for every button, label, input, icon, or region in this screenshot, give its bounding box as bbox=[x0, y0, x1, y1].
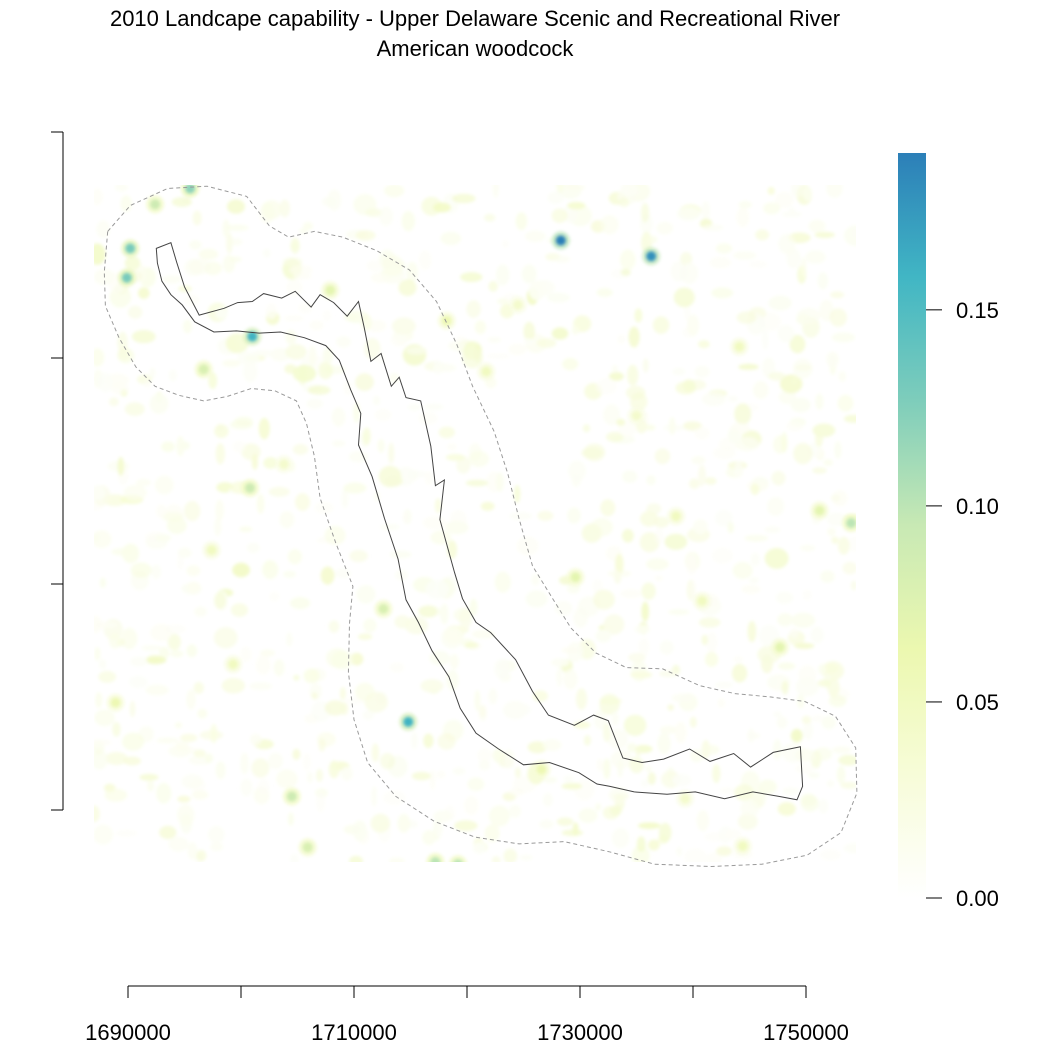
legend-tick-label: 0.00 bbox=[956, 886, 999, 911]
hotspot bbox=[202, 541, 221, 560]
hotspot bbox=[693, 591, 712, 610]
y-tick-label: 2240000 bbox=[0, 0, 79, 5]
hotspot bbox=[730, 337, 749, 356]
hotspot bbox=[426, 852, 445, 862]
y-tick-label: 2260000 bbox=[0, 0, 79, 5]
map-title: 2010 Landcape capability - Upper Delawar… bbox=[109, 6, 841, 31]
hotspot bbox=[146, 195, 165, 214]
hotspot bbox=[810, 501, 829, 520]
x-tick-label: 1730000 bbox=[537, 1020, 623, 1045]
hotspot bbox=[532, 760, 551, 779]
hotspot bbox=[121, 239, 140, 258]
x-tick-label: 1710000 bbox=[311, 1020, 397, 1045]
raster-texture bbox=[94, 185, 856, 862]
hotspot bbox=[733, 837, 752, 856]
hotspot bbox=[508, 295, 527, 314]
capability-raster bbox=[94, 185, 856, 862]
hotspot bbox=[551, 231, 570, 250]
x-tick-label: 1750000 bbox=[763, 1020, 849, 1045]
map-subtitle: American woodcock bbox=[376, 36, 574, 61]
hotspot bbox=[181, 185, 200, 198]
hotspot bbox=[282, 787, 301, 806]
hotspot bbox=[642, 247, 661, 266]
legend-tick-label: 0.05 bbox=[956, 690, 999, 715]
hotspot bbox=[566, 568, 585, 587]
legend-tick-label: 0.15 bbox=[956, 298, 999, 323]
hotspot bbox=[676, 789, 695, 808]
hotspot bbox=[437, 311, 456, 330]
y-tick-label: 2300000 bbox=[0, 0, 79, 5]
hotspot bbox=[449, 855, 467, 862]
hotspot bbox=[374, 599, 393, 618]
hotspot bbox=[117, 268, 136, 287]
y-tick-label: 2280000 bbox=[0, 0, 79, 5]
legend-colorbar bbox=[898, 153, 926, 898]
buffer-boundary bbox=[103, 185, 858, 868]
hotspot bbox=[321, 281, 340, 300]
hotspot bbox=[241, 478, 260, 497]
hotspot bbox=[399, 712, 418, 731]
hotspot bbox=[224, 655, 243, 674]
x-tick-label: 1690000 bbox=[85, 1020, 171, 1045]
hotspot bbox=[194, 360, 213, 379]
legend-tick-label: 0.10 bbox=[956, 494, 999, 519]
hotspot bbox=[477, 362, 496, 381]
hotspot bbox=[243, 327, 262, 346]
y-axis: 2240000226000022800002300000 bbox=[0, 0, 79, 811]
river-boundary bbox=[155, 242, 804, 801]
hotspot bbox=[842, 513, 856, 532]
hotspot bbox=[627, 406, 646, 425]
hotspot bbox=[667, 507, 686, 526]
hotspot bbox=[771, 638, 790, 657]
hotspot bbox=[106, 693, 125, 712]
x-axis: 1690000 1710000 1730000 1750000 bbox=[85, 985, 849, 1045]
hotspot bbox=[298, 838, 317, 857]
capability-hotspots bbox=[106, 185, 856, 862]
color-legend: 0.00 0.05 0.10 0.15 bbox=[898, 153, 999, 911]
hotspot bbox=[274, 455, 293, 474]
